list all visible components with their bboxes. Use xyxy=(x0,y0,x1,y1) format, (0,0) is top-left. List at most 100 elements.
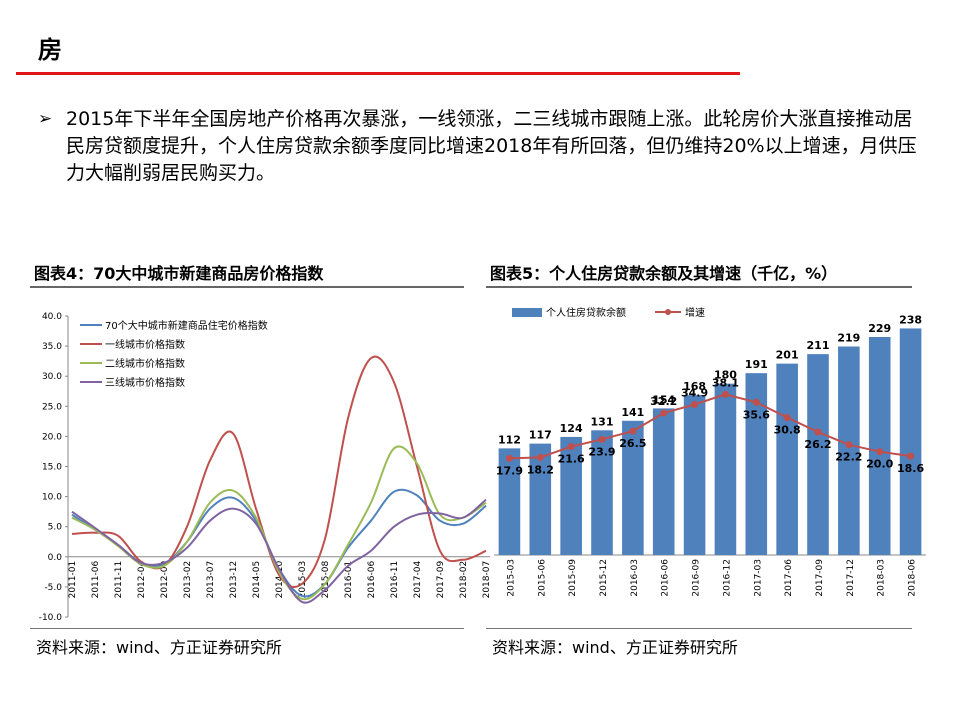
chart2-legend-bar-swatch xyxy=(512,308,542,317)
chart2-growth-marker xyxy=(505,454,513,462)
chart2-bar xyxy=(652,408,675,555)
chart2-legend-bar-label: 个人住房贷款余额 xyxy=(546,306,626,319)
chart1-x-tick-label: 2011-11 xyxy=(114,561,124,599)
chart2-source: 资料来源：wind、方正证券研究所 xyxy=(492,638,738,657)
chart2-bar xyxy=(529,443,552,555)
chart2-x-tick-label: 2018-03 xyxy=(877,559,887,597)
chart1-x-tick-label: 2018-07 xyxy=(482,561,492,599)
chart2-growth-label: 18.6 xyxy=(897,462,924,475)
chart2-growth-marker xyxy=(660,409,668,417)
chart2-x-tick-label: 2015-06 xyxy=(537,559,547,597)
chart1-x-tick-label: 2015-03 xyxy=(298,561,308,599)
chart2-x-tick-label: 2017-12 xyxy=(846,559,856,597)
chart2-bar xyxy=(807,354,829,555)
chart1-title-rule xyxy=(30,286,464,288)
chart2-x-tick-label: 2016-12 xyxy=(722,559,732,597)
chart2-bottom-rule xyxy=(486,628,912,629)
chart2-bar-label: 168 xyxy=(683,380,706,393)
chart1-y-tick-label: 35.0 xyxy=(42,342,62,352)
chart1-x-tick-label: 2015-08 xyxy=(321,561,331,599)
chart2-bar xyxy=(899,328,922,555)
chart2-bar xyxy=(560,436,582,555)
chart2-bar xyxy=(868,336,891,555)
chart1-x-tick-label: 2013-12 xyxy=(229,561,239,599)
chart2-x-tick-label: 2015-03 xyxy=(506,559,516,597)
chart2-x-tick-label: 2016-06 xyxy=(661,559,671,597)
chart2-growth-marker xyxy=(598,435,606,443)
chart2-x-tick-label: 2018-06 xyxy=(908,559,918,597)
chart1-x-tick-label: 2013-02 xyxy=(183,561,193,599)
chart1-y-tick-label: 5.0 xyxy=(48,523,63,533)
chart2-growth-label: 17.9 xyxy=(496,464,523,477)
chart1-y-tick-label: 15.0 xyxy=(42,463,62,473)
chart2-growth-marker xyxy=(814,428,822,436)
chart2-bar-label: 238 xyxy=(899,313,922,326)
chart2-growth-marker xyxy=(845,441,853,449)
chart2-growth-label: 26.2 xyxy=(804,438,831,451)
chart2-growth-label: 26.5 xyxy=(619,437,646,450)
title-rule xyxy=(16,72,740,75)
chart1-y-tick-label: 20.0 xyxy=(42,432,62,442)
chart1-legend-label: 二线城市价格指数 xyxy=(105,357,185,370)
chart2-growth-label: 34.9 xyxy=(681,386,708,399)
chart2-x-tick-label: 2016-09 xyxy=(692,559,702,597)
chart2-growth-label: 20.0 xyxy=(866,458,893,471)
chart1-title: 图表4：70大中城市新建商品房价格指数 xyxy=(34,264,324,283)
chart2-growth-label: 38.1 xyxy=(712,376,739,389)
chart2-x-tick-label: 2017-09 xyxy=(815,559,825,597)
chart1-legend-label: 70个大中城市新建商品住宅价格指数 xyxy=(105,319,268,332)
chart1-x-tick-label: 2017-04 xyxy=(413,561,423,599)
chart1-legend-label: 一线城市价格指数 xyxy=(105,338,185,351)
chart2-bar-label: 117 xyxy=(529,429,552,442)
chart1-source: 资料来源：wind、方正证券研究所 xyxy=(36,638,282,657)
chart2-bar xyxy=(591,430,613,555)
chart1-x-tick-label: 2012-09 xyxy=(160,561,170,599)
chart2-bar-label: 180 xyxy=(714,369,737,382)
chart2-growth-label: 18.2 xyxy=(527,463,554,476)
chart2-x-tick-label: 2017-06 xyxy=(784,559,794,597)
chart1-legend-label: 三线城市价格指数 xyxy=(105,376,185,389)
chart1-y-tick-label: 40.0 xyxy=(42,312,62,322)
chart1-x-tick-label: 2014-05 xyxy=(252,561,262,599)
chart2-growth-marker xyxy=(567,443,575,451)
chart2-title-rule xyxy=(486,286,912,288)
chart2-bar-label: 219 xyxy=(837,332,860,345)
chart2-growth-marker xyxy=(691,400,699,408)
chart1-y-tick-label: 30.0 xyxy=(42,372,62,382)
chart2-growth-label: 22.2 xyxy=(835,451,862,464)
chart1-x-tick-label: 2011-06 xyxy=(91,561,101,599)
chart2-bar-label: 112 xyxy=(498,433,521,446)
bullet-paragraph: ➢ 2015年下半年全国房地产价格再次暴涨，一线领涨，二三线城市跟随上涨。此轮房… xyxy=(38,106,918,187)
chart1-x-tick-label: 2014-10 xyxy=(275,561,285,599)
chart1-series-line xyxy=(71,445,487,601)
chart1-y-tick-label: 0.0 xyxy=(48,553,63,563)
chart1-series-line xyxy=(71,498,487,604)
chart1-x-tick-label: 2011-01 xyxy=(68,561,78,599)
chart2-bar xyxy=(838,346,860,555)
chart2-growth-label: 32.2 xyxy=(650,395,677,408)
chart2-growth-marker xyxy=(876,448,884,456)
chart1-y-tick-label: 10.0 xyxy=(42,493,62,503)
chart2-growth-marker xyxy=(752,398,760,406)
chart2-x-tick-label: 2015-12 xyxy=(599,559,609,597)
chart2-growth-label: 21.6 xyxy=(558,453,585,466)
chart2-bar-label: 124 xyxy=(560,422,583,435)
chart2-title: 图表5：个人住房贷款余额及其增速（千亿，%） xyxy=(490,264,838,283)
chart2-x-tick-label: 2017-03 xyxy=(753,559,763,597)
chart2-x-tick-label: 2015-09 xyxy=(568,559,578,597)
chart1-x-tick-label: 2017-09 xyxy=(436,561,446,599)
chart2-legend-line-marker xyxy=(665,309,671,315)
chart1-x-tick-label: 2016-11 xyxy=(390,561,400,599)
chart2-growth-marker xyxy=(629,427,637,435)
chart2-bar xyxy=(745,373,768,555)
chart1-x-tick-label: 2016-06 xyxy=(367,561,377,599)
chart2-growth-marker xyxy=(721,390,729,398)
chart2-bar xyxy=(776,363,798,555)
chart2-growth-label: 23.9 xyxy=(588,445,615,458)
chart2-bar-label: 211 xyxy=(807,339,830,352)
chart2-growth-marker xyxy=(536,453,544,461)
chart1-y-tick-label: -10.0 xyxy=(39,613,63,623)
chart2-bar-label: 191 xyxy=(745,358,768,371)
